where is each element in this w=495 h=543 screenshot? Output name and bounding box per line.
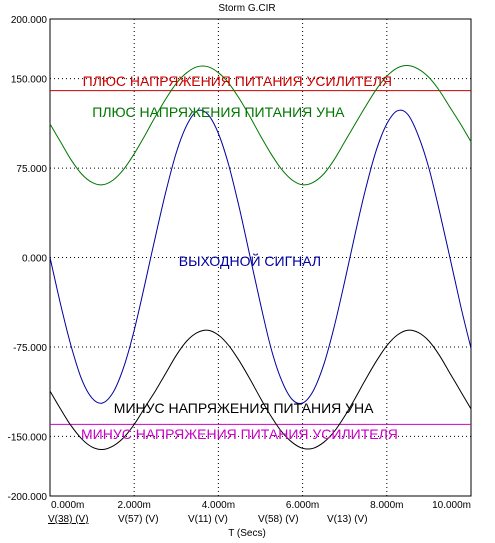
x-axis-label: T (Secs) — [228, 528, 266, 539]
y-tick-label: 200.000 — [11, 15, 48, 26]
y-tick-label: 0.000 — [22, 254, 47, 265]
annotation-label: ПЛЮС НАПРЯЖЕНИЯ ПИТАНИЯ УНА — [92, 104, 345, 120]
legend-item: V(57) (V) — [118, 514, 159, 525]
legend-item: V(38) (V) — [48, 514, 89, 525]
series-line-2 — [49, 64, 472, 186]
y-tick-label: -150.000 — [8, 432, 48, 443]
y-tick-label: -75.000 — [13, 343, 47, 354]
annotation-label: ПЛЮС НАПРЯЖЕНИЯ ПИТАНИЯ УСИЛИТЕЛЯ — [83, 73, 392, 89]
x-tick-label: 10.000m — [432, 500, 471, 511]
series-line-4 — [49, 329, 472, 451]
legend: V(38) (V) V(57) (V) V(11) (V) V(58) (V) V(13… — [48, 514, 368, 525]
x-tick-label: 6.000m — [286, 500, 319, 511]
x-tick-label: 0.000m — [51, 500, 84, 511]
legend-item: V(13) (V) — [327, 514, 368, 525]
annotation-label: ВЫХОДНОЙ СИГНАЛ — [179, 252, 321, 269]
x-tick-label: 2.000m — [118, 500, 151, 511]
annotation-label: МИНУС НАПРЯЖЕНИЯ ПИТАНИЯ УСИЛИТЕЛЯ — [81, 426, 398, 442]
annotation-label: МИНУС НАПРЯЖЕНИЯ ПИТАНИЯ УНА — [114, 400, 374, 416]
y-tick-label: 150.000 — [11, 75, 48, 86]
series-line-0 — [49, 109, 472, 405]
series-group — [49, 64, 472, 451]
x-tick-label: 4.000m — [202, 500, 235, 511]
legend-item: V(11) (V) — [188, 514, 228, 525]
legend-item: V(58) (V) — [258, 514, 299, 525]
x-axis: 0.000m 2.000m 4.000m 6.000m 8.000m 10.000m — [51, 500, 471, 511]
y-tick-label: -200.000 — [8, 492, 48, 503]
annotations: ПЛЮС НАПРЯЖЕНИЯ ПИТАНИЯ УСИЛИТЕЛЯ ПЛЮС НА… — [81, 73, 398, 442]
chart-title: Storm G.CIR — [218, 3, 275, 14]
y-tick-label: 75.000 — [16, 164, 47, 175]
y-axis: 200.000 150.000 75.000 0.000 -75.000 -150.000… — [8, 15, 48, 503]
x-tick-label: 8.000m — [370, 500, 403, 511]
